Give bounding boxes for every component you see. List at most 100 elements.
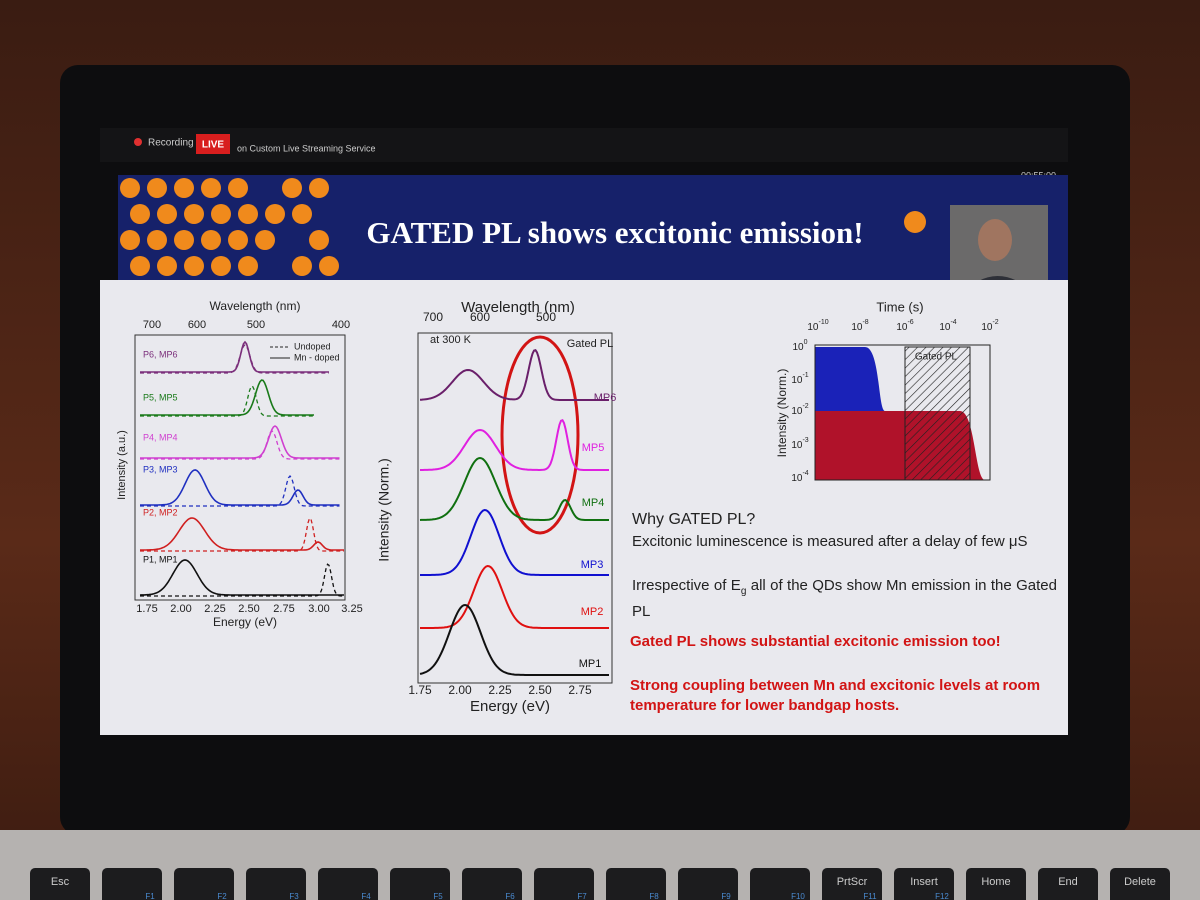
- top-tick-label: 10-4: [939, 319, 956, 333]
- dot: [174, 178, 194, 198]
- dot: [309, 230, 329, 250]
- axis-title: Wavelength (nm): [461, 299, 575, 316]
- key: [966, 868, 1026, 900]
- power-exponent: -8: [862, 319, 868, 326]
- key: [1110, 868, 1170, 900]
- power-exponent: -4: [950, 319, 956, 326]
- gated-window: [904, 346, 971, 481]
- record-dot: [134, 138, 142, 146]
- slide-title: GATED PL shows excitonic emission!: [366, 215, 863, 250]
- power-base: 10: [896, 322, 908, 333]
- key: [822, 868, 882, 900]
- spectrum: [140, 517, 344, 551]
- service-label[interactable]: on Custom Live Streaming Service: [237, 143, 376, 153]
- legend-label: Mn - doped: [294, 352, 340, 362]
- spectrum: [140, 425, 340, 459]
- x-tick-label: 2.25: [204, 603, 225, 615]
- y-tick-label: 10-3: [791, 437, 808, 451]
- spectrum: [420, 418, 609, 471]
- x-tick-label: 2.50: [528, 683, 552, 697]
- dot: [309, 178, 329, 198]
- dot: [120, 230, 140, 250]
- orange-dots: [120, 178, 926, 276]
- dot: [211, 204, 231, 224]
- trace-label: MP1: [579, 658, 602, 670]
- spectrum: [139, 559, 344, 596]
- key-fn-label: F10: [791, 892, 805, 900]
- text-line: Excitonic luminescence is measured after…: [632, 533, 1028, 550]
- dot: [201, 178, 221, 198]
- text-line: Irrespective of Eg all of the QDs show M…: [632, 576, 1057, 622]
- dot: [292, 256, 312, 276]
- key: [534, 868, 594, 900]
- dot: [211, 256, 231, 276]
- dot: [282, 178, 302, 198]
- power-base: 10: [791, 473, 803, 484]
- key: [390, 868, 450, 900]
- gated-inset-label: Gated PL: [915, 352, 958, 363]
- key: [102, 868, 162, 900]
- trace-label: P6, MP6: [143, 349, 178, 359]
- spectrum: [140, 469, 340, 506]
- axis-title: Intensity (Norm.): [775, 369, 789, 458]
- key-label: Home: [981, 876, 1010, 888]
- spectrum-dashed: [140, 563, 344, 597]
- dot: [120, 178, 140, 198]
- dot: [174, 230, 194, 250]
- trace-label: MP3: [581, 559, 604, 571]
- live-badge: [196, 134, 230, 154]
- note: at 300 K: [430, 334, 472, 346]
- highlight: Strong coupling between Mn and excitonic…: [630, 677, 1041, 714]
- left-plot-frame: [134, 334, 346, 601]
- x-tick-label: 3.00: [308, 603, 329, 615]
- top-tick-label: 10-8: [851, 319, 868, 333]
- dot: [904, 211, 926, 233]
- dot: [147, 230, 167, 250]
- key-fn-label: F2: [217, 892, 227, 900]
- x-tick-label: 2.75: [568, 683, 592, 697]
- key: [894, 868, 954, 900]
- spectrum-dashed: [140, 474, 340, 507]
- dot: [147, 178, 167, 198]
- key-label: Insert: [910, 876, 938, 888]
- top-tick-label: 10-6: [896, 319, 913, 333]
- spectrum: [140, 379, 314, 416]
- dot: [238, 256, 258, 276]
- x-tick-label: 2.50: [238, 603, 259, 615]
- dot: [130, 204, 150, 224]
- live-label: LIVE: [202, 140, 225, 151]
- axis-title: Energy (eV): [470, 698, 550, 715]
- axis-title: Wavelength (nm): [210, 299, 301, 313]
- key: [606, 868, 666, 900]
- power-exponent: -10: [819, 319, 829, 326]
- key-label: Esc: [51, 876, 70, 888]
- axis-title: Intensity (a.u.): [116, 430, 128, 500]
- power-base: 10: [851, 322, 863, 333]
- power-exponent: -4: [802, 470, 808, 477]
- dot: [157, 256, 177, 276]
- spectrum-dashed: [140, 344, 329, 374]
- spectrum-dashed: [140, 517, 344, 552]
- key-fn-label: F7: [577, 892, 587, 900]
- top-tick-label: 10-10: [807, 319, 828, 333]
- dot: [265, 204, 285, 224]
- key-fn-label: F12: [935, 892, 949, 900]
- y-tick-label: 10-4: [791, 470, 808, 484]
- x-tick-label: 2.25: [488, 683, 512, 697]
- recording-label: Recording: [148, 138, 194, 149]
- power-exponent: -2: [802, 403, 808, 410]
- trace-label: MP2: [581, 606, 604, 618]
- y-tick-label: 10-2: [791, 403, 808, 417]
- subscript: g: [740, 586, 747, 597]
- dot: [201, 230, 221, 250]
- power-base: 10: [807, 322, 819, 333]
- top-tick-label: 600: [470, 310, 490, 324]
- key-label: End: [1058, 876, 1078, 888]
- right-plot-frame: [814, 344, 991, 481]
- y-tick-label: 10-1: [791, 372, 808, 386]
- trace-label: MP5: [582, 442, 605, 454]
- key-fn-label: F5: [433, 892, 443, 900]
- power-base: 10: [791, 406, 803, 417]
- key-fn-label: F4: [361, 892, 371, 900]
- key: [1038, 868, 1098, 900]
